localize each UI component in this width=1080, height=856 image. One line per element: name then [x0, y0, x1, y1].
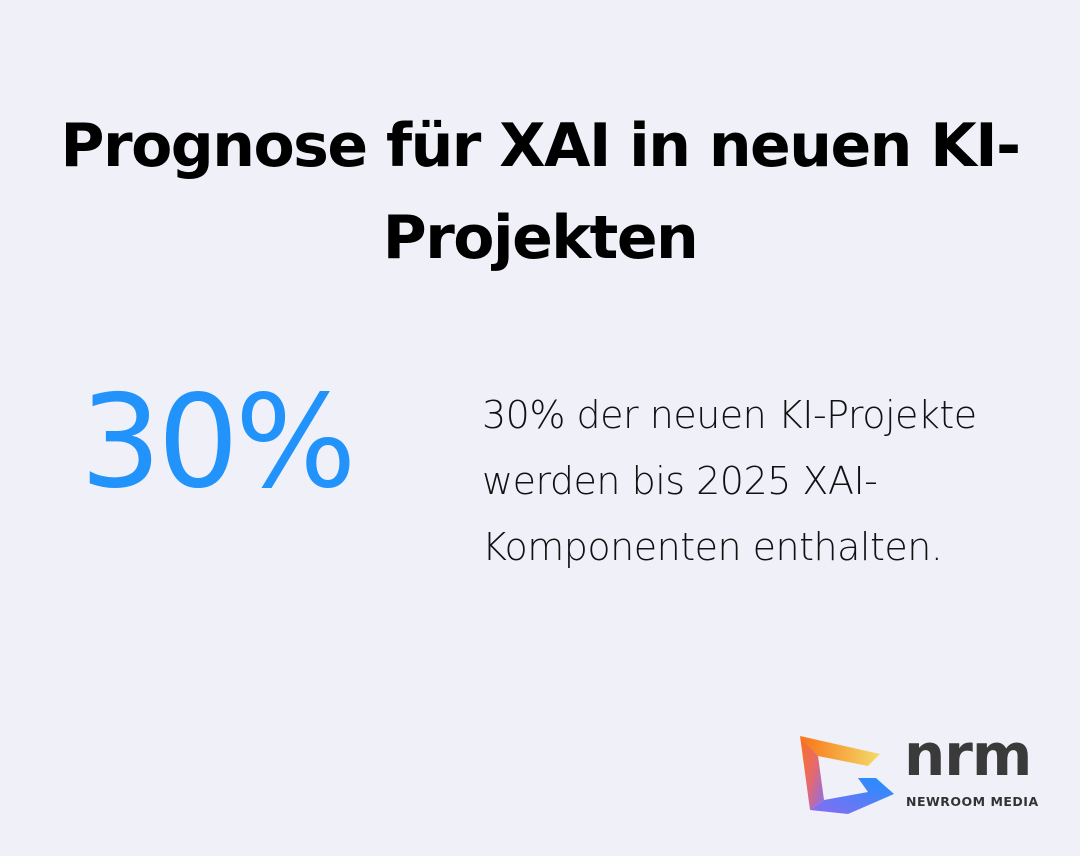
- newroom-media-logo: nrm NEWROOM MEDIA: [798, 721, 1048, 818]
- stat-description: 30% der neuen KI-Projekte werden bis 202…: [482, 393, 977, 569]
- logo-wordmark: nrm: [904, 721, 1032, 789]
- logo-tagline: NEWROOM MEDIA: [906, 794, 1039, 809]
- stat-value: 30%: [80, 368, 356, 517]
- nrm-logo-icon: [800, 736, 894, 814]
- page-title: Prognose für XAI in neuen KI-Projekten: [60, 111, 1021, 273]
